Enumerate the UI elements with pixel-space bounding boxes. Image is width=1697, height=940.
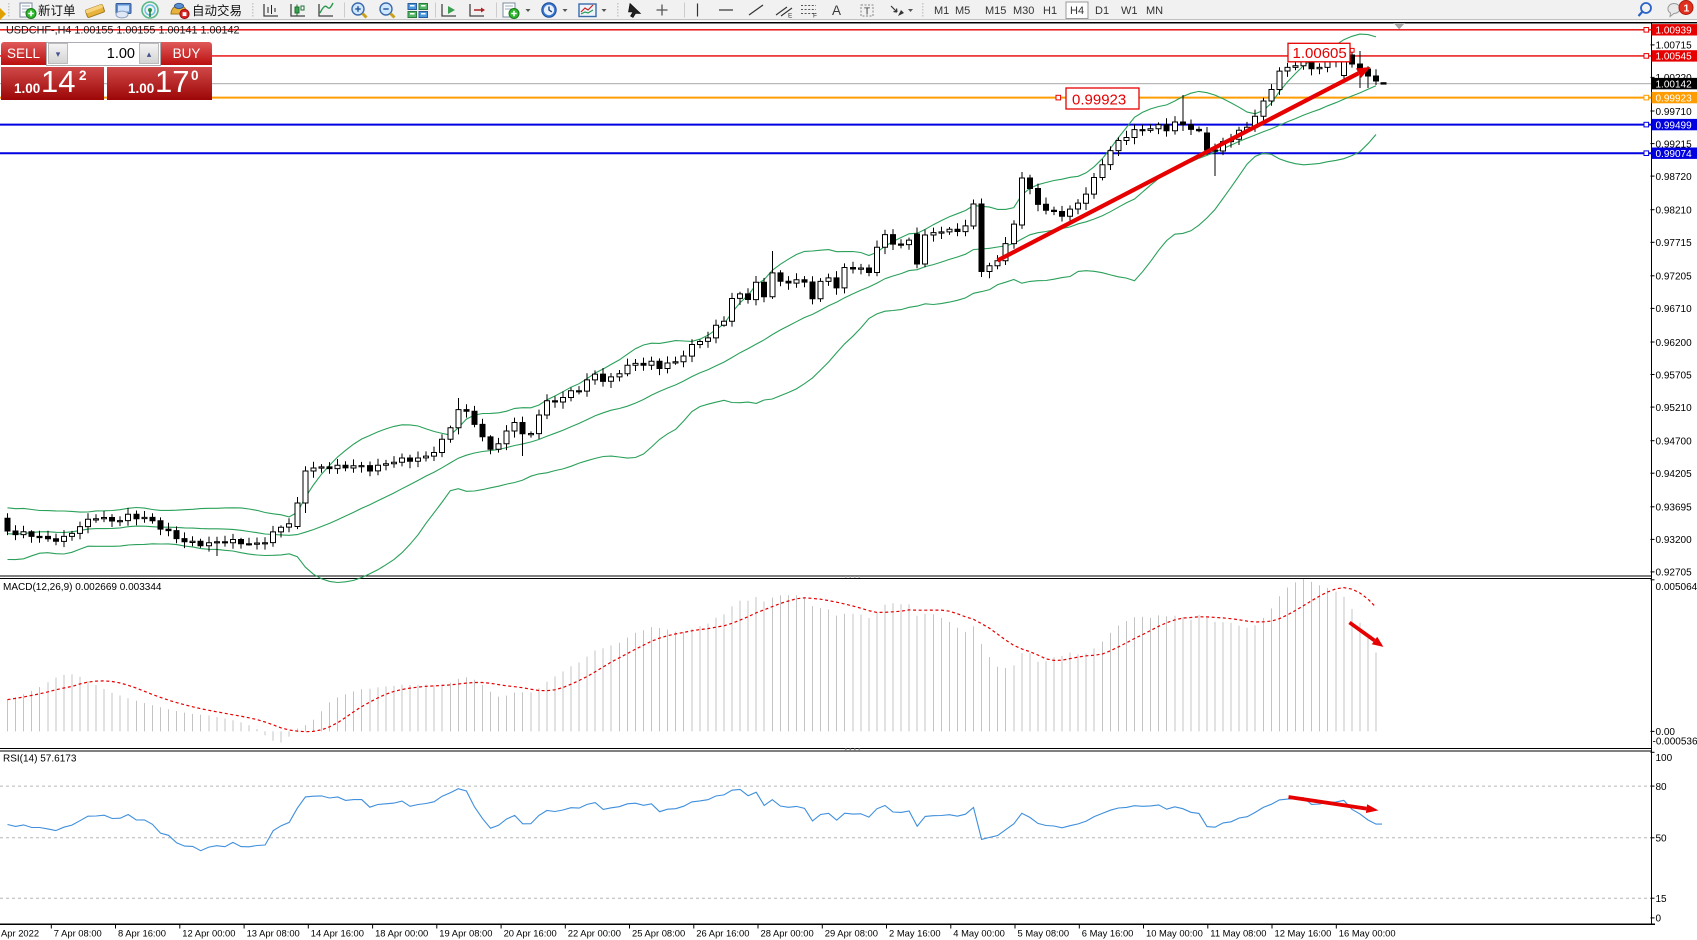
svg-text:26 Apr 16:00: 26 Apr 16:00 bbox=[696, 928, 749, 939]
svg-text:5 May 08:00: 5 May 08:00 bbox=[1018, 928, 1070, 939]
svg-text:1.00715: 1.00715 bbox=[1656, 41, 1693, 52]
svg-text:0.96200: 0.96200 bbox=[1656, 338, 1693, 349]
svg-text:29 Apr 08:00: 29 Apr 08:00 bbox=[825, 928, 878, 939]
svg-text:0.99710: 0.99710 bbox=[1656, 107, 1693, 118]
svg-text:0.95705: 0.95705 bbox=[1656, 370, 1693, 381]
svg-text:8 Apr 16:00: 8 Apr 16:00 bbox=[118, 928, 166, 939]
svg-text:12 Apr 00:00: 12 Apr 00:00 bbox=[182, 928, 235, 939]
svg-text:H1: H1 bbox=[1043, 5, 1057, 17]
svg-text:1.00605: 1.00605 bbox=[1293, 45, 1347, 62]
svg-text:0.99499: 0.99499 bbox=[1656, 120, 1693, 131]
svg-text:0.95210: 0.95210 bbox=[1656, 403, 1693, 414]
svg-text:16 May 00:00: 16 May 00:00 bbox=[1339, 928, 1396, 939]
svg-text:0.98210: 0.98210 bbox=[1656, 206, 1693, 217]
svg-text:0.94205: 0.94205 bbox=[1656, 469, 1693, 480]
svg-text:USDCHF-,H4 1.00155 1.00155 1.: USDCHF-,H4 1.00155 1.00155 1.00141 1.001… bbox=[6, 25, 240, 37]
svg-text:0.96710: 0.96710 bbox=[1656, 304, 1693, 315]
svg-text:13 Apr 08:00: 13 Apr 08:00 bbox=[247, 928, 300, 939]
svg-text:M5: M5 bbox=[955, 5, 970, 17]
svg-text:11 May 08:00: 11 May 08:00 bbox=[1210, 928, 1266, 939]
svg-text:0.005064: 0.005064 bbox=[1656, 582, 1697, 593]
svg-text:MACD(12,26,9) 0.002669 0.00334: MACD(12,26,9) 0.002669 0.003344 bbox=[3, 582, 162, 593]
svg-text:M15: M15 bbox=[985, 5, 1006, 17]
svg-text:18 Apr 00:00: 18 Apr 00:00 bbox=[375, 928, 428, 939]
svg-text:20 Apr 16:00: 20 Apr 16:00 bbox=[504, 928, 557, 939]
svg-text:0.99923: 0.99923 bbox=[1072, 91, 1126, 108]
svg-text:1: 1 bbox=[1684, 3, 1690, 15]
svg-text:10 May 00:00: 10 May 00:00 bbox=[1146, 928, 1203, 939]
svg-text:D1: D1 bbox=[1095, 5, 1109, 17]
svg-text:A: A bbox=[832, 3, 841, 18]
svg-text:15: 15 bbox=[1656, 894, 1668, 905]
svg-text:0.92705: 0.92705 bbox=[1656, 568, 1693, 579]
svg-text:RSI(14) 57.6173: RSI(14) 57.6173 bbox=[3, 754, 77, 765]
svg-text:0.97715: 0.97715 bbox=[1656, 238, 1693, 249]
svg-text:0: 0 bbox=[1656, 913, 1662, 924]
svg-text:0.94700: 0.94700 bbox=[1656, 437, 1693, 448]
svg-text:-0.000536: -0.000536 bbox=[1653, 737, 1697, 748]
svg-text:H4: H4 bbox=[1070, 5, 1084, 17]
svg-text:E: E bbox=[788, 13, 793, 20]
svg-text:80: 80 bbox=[1656, 782, 1668, 793]
svg-text:6 May 16:00: 6 May 16:00 bbox=[1082, 928, 1134, 939]
svg-text:0.00: 0.00 bbox=[1656, 727, 1676, 738]
svg-text:T: T bbox=[864, 7, 870, 18]
svg-text:19 Apr 08:00: 19 Apr 08:00 bbox=[439, 928, 492, 939]
svg-text:F: F bbox=[813, 13, 817, 20]
svg-text:0.97205: 0.97205 bbox=[1656, 272, 1693, 283]
svg-text:M1: M1 bbox=[934, 5, 949, 17]
svg-text:0.99074: 0.99074 bbox=[1656, 149, 1693, 160]
svg-text:W1: W1 bbox=[1121, 5, 1138, 17]
svg-text:2 May 16:00: 2 May 16:00 bbox=[889, 928, 941, 939]
svg-text:0.93200: 0.93200 bbox=[1656, 535, 1693, 546]
svg-text:100: 100 bbox=[1656, 753, 1673, 764]
svg-text:Apr 2022: Apr 2022 bbox=[1, 928, 39, 939]
svg-text:12 May 16:00: 12 May 16:00 bbox=[1275, 928, 1332, 939]
svg-text:4 May 00:00: 4 May 00:00 bbox=[953, 928, 1005, 939]
svg-text:MN: MN bbox=[1146, 5, 1163, 17]
svg-text:25 Apr 08:00: 25 Apr 08:00 bbox=[632, 928, 685, 939]
svg-text:1.00545: 1.00545 bbox=[1656, 52, 1693, 63]
svg-text:0.98720: 0.98720 bbox=[1656, 172, 1693, 183]
svg-text:28 Apr 00:00: 28 Apr 00:00 bbox=[761, 928, 814, 939]
svg-text:0.93695: 0.93695 bbox=[1656, 503, 1693, 514]
svg-text:0.99215: 0.99215 bbox=[1656, 139, 1693, 150]
svg-text:50: 50 bbox=[1656, 834, 1668, 845]
svg-text:1.00939: 1.00939 bbox=[1656, 26, 1693, 37]
svg-text:14 Apr 16:00: 14 Apr 16:00 bbox=[311, 928, 364, 939]
svg-text:22 Apr 00:00: 22 Apr 00:00 bbox=[568, 928, 621, 939]
svg-text:1.00142: 1.00142 bbox=[1656, 79, 1693, 90]
svg-text:0.99923: 0.99923 bbox=[1656, 93, 1693, 104]
svg-text:自动交易: 自动交易 bbox=[192, 3, 242, 18]
svg-text:M30: M30 bbox=[1013, 5, 1034, 17]
svg-text:新订单: 新订单 bbox=[38, 3, 76, 18]
svg-text:7 Apr 08:00: 7 Apr 08:00 bbox=[54, 928, 102, 939]
